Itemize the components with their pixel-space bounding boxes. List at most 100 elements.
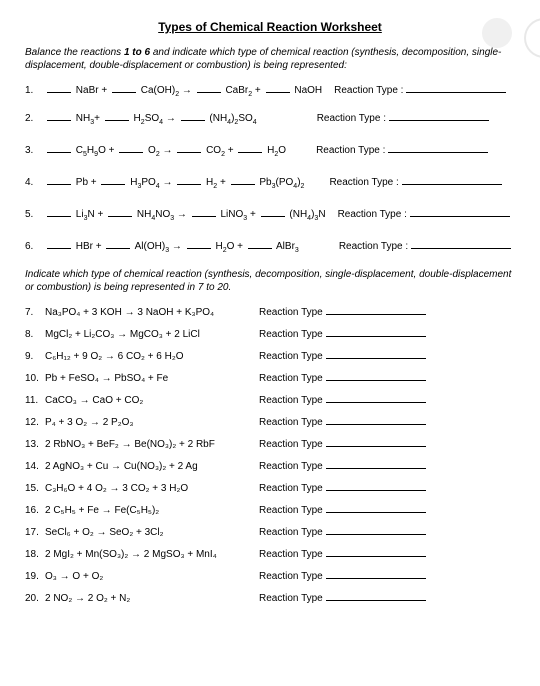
rtlabel: Reaction Type — [259, 417, 326, 428]
blank — [261, 208, 285, 217]
question-19: 19.O₃ → O + O₂Reaction Type — [25, 570, 515, 582]
blank — [47, 144, 71, 153]
rtlabel: Reaction Type — [259, 571, 326, 582]
q14-reaction-type: Reaction Type — [259, 460, 426, 472]
blank — [108, 208, 132, 217]
txt: N — [318, 209, 325, 220]
q18-reaction-type: Reaction Type — [259, 548, 426, 560]
answer-blank — [326, 548, 426, 557]
blank — [192, 208, 216, 217]
txt: O + — [98, 145, 117, 156]
q1-equation: NaBr + Ca(OH)2 → CaBr2 + NaOH — [45, 84, 322, 98]
blank — [47, 240, 71, 249]
q1-reaction-type: Reaction Type : — [334, 84, 506, 96]
question-9: 9.C₆H₁₂ + 9 O₂ → 6 CO₂ + 6 H₂O Reaction T… — [25, 350, 515, 362]
txt: Al(OH) — [135, 241, 166, 252]
q9-num: 9. — [25, 351, 45, 362]
q17-equation: SeCl₆ + O₂ → SeO₂ + 3Cl₂ — [45, 527, 255, 538]
txt: → — [160, 145, 176, 156]
answer-blank — [326, 438, 426, 447]
answer-blank — [326, 526, 426, 535]
q15-num: 15. — [25, 483, 45, 494]
q19-num: 19. — [25, 571, 45, 582]
q15-reaction-type: Reaction Type — [259, 482, 426, 494]
q8-equation: MgCl₂ + Li₂CO₃ → MgCO₃ + 2 LiCl — [45, 329, 255, 340]
blank — [266, 84, 290, 93]
blank — [47, 84, 71, 93]
txt: O + — [227, 241, 246, 252]
q2-reaction-type: Reaction Type : — [317, 112, 489, 124]
rtlabel: Reaction Type — [259, 373, 326, 384]
txt: NO — [155, 209, 170, 220]
txt: + — [217, 177, 228, 188]
q3-equation: C5H9O + O2 → CO2 + H2O — [45, 144, 286, 158]
q7-reaction-type: Reaction Type — [259, 306, 426, 318]
rtlabel: Reaction Type — [259, 307, 326, 318]
question-1: 1. NaBr + Ca(OH)2 → CaBr2 + NaOH Reactio… — [25, 84, 515, 98]
instr1-a: Balance the reactions — [25, 47, 124, 58]
blank — [177, 176, 201, 185]
answer-blank — [388, 144, 488, 153]
q9-equation: C₆H₁₂ + 9 O₂ → 6 CO₂ + 6 H₂O — [45, 351, 255, 362]
question-17: 17.SeCl₆ + O₂ → SeO₂ + 3Cl₂Reaction Type — [25, 526, 515, 538]
blank — [47, 176, 71, 185]
rtlabel: Reaction Type — [259, 527, 326, 538]
rtlabel: Reaction Type — [259, 549, 326, 560]
txt: PO — [141, 177, 155, 188]
q16-num: 16. — [25, 505, 45, 516]
txt: Pb — [259, 177, 271, 188]
q9-reaction-type: Reaction Type — [259, 350, 426, 362]
txt: Pb + — [76, 177, 100, 188]
txt: NH — [137, 209, 151, 220]
rtlabel: Reaction Type — [259, 329, 326, 340]
txt: (NH — [209, 113, 227, 124]
rtlabel: Reaction Type — [259, 351, 326, 362]
q18-num: 18. — [25, 549, 45, 560]
q20-reaction-type: Reaction Type — [259, 592, 426, 604]
question-20: 20.2 NO₂ → 2 O₂ + N₂Reaction Type — [25, 592, 515, 604]
instructions-part1: Balance the reactions 1 to 6 and indicat… — [25, 46, 515, 72]
txt: + — [247, 209, 258, 220]
answer-blank — [326, 592, 426, 601]
answer-blank — [406, 84, 506, 93]
q6-reaction-type: Reaction Type : — [339, 240, 511, 252]
txt: Li — [76, 209, 84, 220]
blank — [119, 144, 143, 153]
q20-num: 20. — [25, 593, 45, 604]
q5-reaction-type: Reaction Type : — [338, 208, 510, 220]
q4-equation: Pb + H3PO4 → H2 + Pb3(PO4)2 — [45, 176, 304, 190]
question-10: 10.Pb + FeSO₄ → PbSO₄ + FeReaction Type — [25, 372, 515, 384]
txt: SO — [238, 113, 252, 124]
blank — [231, 176, 255, 185]
txt: + — [252, 85, 263, 96]
question-12: 12.P₄ + 3 O₂ → 2 P₂O₃Reaction Type — [25, 416, 515, 428]
txt: O — [278, 145, 286, 156]
txt: (NH — [289, 209, 307, 220]
blank — [197, 84, 221, 93]
q7-num: 7. — [25, 307, 45, 318]
q14-equation: 2 AgNO₃ + Cu → Cu(NO₃)₂ + 2 Ag — [45, 461, 255, 472]
question-8: 8.MgCl₂ + Li₂CO₃ → MgCO₃ + 2 LiClReactio… — [25, 328, 515, 340]
txt: (PO — [276, 177, 294, 188]
q11-num: 11. — [25, 395, 45, 406]
question-6: 6. HBr + Al(OH)3 → H2O + AlBr3 Reaction … — [25, 240, 515, 254]
q3-num: 3. — [25, 145, 45, 156]
answer-blank — [326, 394, 426, 403]
txt: N + — [87, 209, 106, 220]
corner-decoration-dot — [482, 18, 512, 48]
instr1-b: 1 to 6 — [124, 47, 150, 58]
txt: NaBr + — [76, 85, 107, 96]
txt: H — [134, 113, 141, 124]
q2-num: 2. — [25, 113, 45, 124]
q4-reaction-type: Reaction Type : — [329, 176, 501, 188]
txt: O — [148, 145, 156, 156]
rtlabel: Reaction Type : — [334, 85, 403, 96]
txt: SO — [145, 113, 159, 124]
txt: HBr + — [76, 241, 105, 252]
txt: + — [225, 145, 236, 156]
txt: AlBr — [276, 241, 295, 252]
rtlabel: Reaction Type : — [317, 113, 386, 124]
txt: → — [169, 241, 185, 252]
txt: LiNO — [221, 209, 244, 220]
q17-reaction-type: Reaction Type — [259, 526, 426, 538]
